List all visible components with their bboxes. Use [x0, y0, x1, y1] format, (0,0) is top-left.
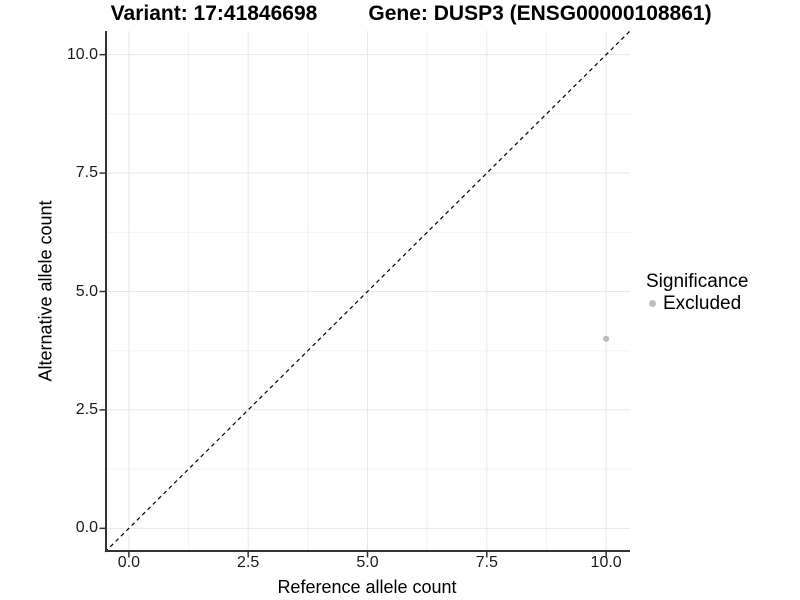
y-tick-label: 0.0 [75, 519, 98, 537]
x-tick-label: 10.0 [590, 554, 622, 571]
x-tick-label: 5.0 [356, 554, 379, 571]
legend: Significance Excluded [646, 271, 748, 314]
x-tick-label: 0.0 [117, 554, 140, 571]
y-tick-label: 10.0 [66, 45, 98, 63]
excluded-point-icon [649, 300, 656, 307]
x-tick-label: 2.5 [237, 554, 260, 571]
x-tick-label: 7.5 [475, 554, 498, 571]
plot-canvas [99, 30, 631, 558]
identity-reference-line [104, 30, 631, 553]
y-tick-label: 2.5 [75, 400, 98, 418]
legend-item-excluded: Excluded [646, 293, 748, 314]
legend-title: Significance [646, 271, 749, 292]
legend-item-label: Excluded [663, 293, 742, 314]
y-tick-label: 7.5 [75, 164, 98, 182]
y-axis-label: Alternative allele count [35, 200, 56, 382]
data-point [603, 335, 610, 342]
plot-panel [99, 30, 631, 558]
plot-title-variant: Variant: 17:41846698 [110, 2, 318, 25]
plot-title-gene: Gene: DUSP3 (ENSG00000108861) [368, 2, 712, 25]
x-axis-label: Reference allele count [277, 577, 457, 597]
y-tick-label: 5.0 [75, 282, 98, 300]
